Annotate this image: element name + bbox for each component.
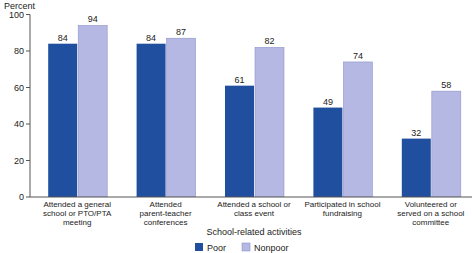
x-tick-label: Attendedparent-teacherconferences (140, 200, 192, 227)
y-tick (26, 160, 30, 161)
y-axis-line (30, 15, 31, 198)
bar (137, 44, 166, 197)
bar (313, 108, 342, 197)
y-tick-label: 80 (14, 46, 24, 56)
data-label: 74 (353, 51, 363, 61)
data-label: 61 (234, 75, 244, 85)
y-tick-label: 20 (14, 156, 24, 166)
y-tick-label: 100 (9, 10, 24, 20)
data-label: 84 (58, 33, 68, 43)
y-tick (26, 197, 30, 198)
y-tick-label: 60 (14, 83, 24, 93)
legend: Poor Nonpoor (195, 243, 289, 253)
legend-swatch (242, 243, 250, 251)
data-label: 58 (441, 80, 451, 90)
data-label: 49 (323, 97, 333, 107)
bar (432, 91, 461, 197)
legend-label: Nonpoor (254, 243, 289, 253)
y-tick-label: 40 (14, 119, 24, 129)
x-tick-label: Participated in schoolfundraising (304, 200, 380, 218)
y-tick (26, 87, 30, 88)
bar (78, 25, 107, 197)
y-tick (26, 51, 30, 52)
y-tick (26, 124, 30, 125)
x-axis-line (30, 197, 472, 198)
chart-svg: Percent02040608010084846149329487827458A… (0, 0, 472, 253)
data-label: 84 (146, 33, 156, 43)
x-tick-label: Volunteered orserved on a schoolcommitte… (397, 200, 464, 227)
y-tick-label: 0 (19, 192, 24, 202)
x-tick-label: Attended a generalschool or PTO/PTAmeeti… (43, 200, 112, 227)
bar (255, 47, 284, 197)
bars (48, 25, 461, 197)
x-tick-label: Attended a school orclass event (217, 200, 291, 218)
bar (48, 44, 77, 197)
data-label: 82 (264, 36, 274, 46)
legend-swatch (195, 243, 203, 251)
data-label: 87 (176, 27, 186, 37)
bar (343, 62, 372, 197)
data-label: 32 (411, 128, 421, 138)
y-tick (26, 14, 30, 15)
bar (225, 86, 254, 197)
chart-container: Percent02040608010084846149329487827458A… (0, 0, 472, 253)
data-label: 94 (88, 14, 98, 24)
bar (402, 139, 431, 197)
x-axis-label: School-related activities (206, 227, 302, 237)
bar (167, 38, 196, 197)
legend-label: Poor (207, 243, 226, 253)
data-labels: 84 84 61 49 32 94 87 82 74 58 (58, 14, 452, 137)
